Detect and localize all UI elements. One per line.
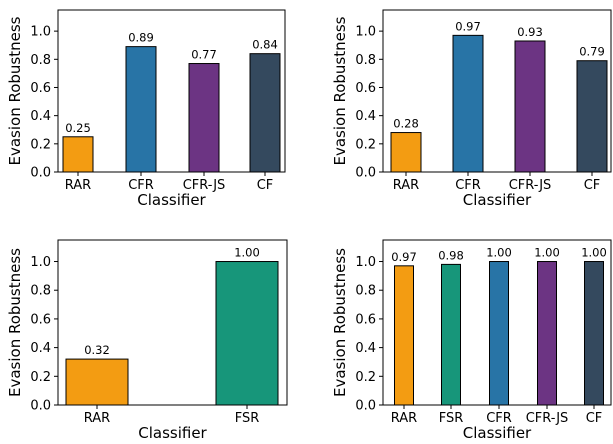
subplot-4: 0.97 0.98 1.00 1.00 1.00 0.0 0.2 0.4 0.6 0.8 1.0 RA… bbox=[331, 239, 612, 442]
x-tick-label: CF bbox=[584, 178, 601, 193]
y-tick-label: 0.6 bbox=[355, 81, 376, 96]
x-tick-label: CFR-JS bbox=[526, 411, 569, 426]
x-tick-label: RAR bbox=[65, 178, 91, 193]
x-tick-label: CFR-JS bbox=[183, 178, 226, 193]
y-tick-label: 0.0 bbox=[355, 399, 376, 414]
bar-cfr-js bbox=[537, 261, 557, 406]
x-axis-label: Classifier bbox=[138, 424, 207, 442]
y-tick-label: 0.2 bbox=[355, 370, 376, 385]
x-tick-label: RAR bbox=[84, 411, 110, 426]
bar-cfr-js bbox=[514, 40, 546, 173]
bar-rar bbox=[62, 136, 94, 173]
x-axis-label: Classifier bbox=[463, 191, 532, 209]
data-label: 0.77 bbox=[191, 48, 217, 62]
y-tick-label: 0.8 bbox=[30, 53, 51, 68]
y-tick-label: 1.0 bbox=[355, 25, 376, 40]
data-label: 1.00 bbox=[581, 246, 607, 260]
bar-fsr bbox=[441, 263, 461, 406]
data-label: 0.25 bbox=[65, 121, 91, 135]
x-tick-label: FSR bbox=[235, 411, 260, 426]
y-tick-label: 0.0 bbox=[30, 399, 51, 414]
data-label: 0.98 bbox=[438, 248, 464, 262]
x-tick-label: RAR bbox=[393, 178, 419, 193]
y-axis-label: Evasion Robustness bbox=[6, 248, 24, 397]
x-tick-label: CF bbox=[257, 178, 274, 193]
x-axis-label: Classifier bbox=[463, 424, 532, 442]
data-label: 0.97 bbox=[455, 19, 481, 33]
y-tick-label: 0.6 bbox=[355, 312, 376, 327]
subplot-3: 0.32 1.00 0.0 0.2 0.4 0.6 0.8 1.0 RAR FSR Classifi… bbox=[6, 239, 288, 442]
data-label: 0.28 bbox=[393, 117, 419, 131]
plot-frame bbox=[57, 9, 286, 173]
y-tick-label: 0.2 bbox=[30, 370, 51, 385]
plot-frame bbox=[57, 239, 288, 406]
x-tick-label: FSR bbox=[439, 411, 464, 426]
data-label: 0.32 bbox=[84, 343, 110, 357]
y-tick-label: 0.8 bbox=[355, 284, 376, 299]
y-tick-label: 0.2 bbox=[30, 137, 51, 152]
y-axis-label: Evasion Robustness bbox=[6, 16, 24, 165]
y-tick-label: 0.0 bbox=[30, 166, 51, 181]
y-tick-label: 0.0 bbox=[355, 166, 376, 181]
data-label: 0.84 bbox=[252, 38, 278, 52]
bar-cfr bbox=[452, 34, 484, 173]
data-label: 0.79 bbox=[579, 45, 605, 59]
y-tick-label: 1.0 bbox=[30, 25, 51, 40]
x-tick-label: CFR bbox=[455, 178, 481, 193]
x-tick-label: CFR-JS bbox=[509, 178, 552, 193]
x-tick-label: CFR bbox=[128, 178, 154, 193]
y-tick-label: 1.0 bbox=[30, 255, 51, 270]
y-tick-label: 0.6 bbox=[30, 81, 51, 96]
bar-rar bbox=[394, 265, 414, 406]
bar-rar bbox=[65, 358, 129, 406]
y-tick-label: 0.2 bbox=[355, 137, 376, 152]
plot-frame bbox=[382, 239, 612, 406]
y-tick-label: 0.4 bbox=[355, 341, 376, 356]
bar-cfr bbox=[125, 46, 157, 173]
subplot-1: 0.25 0.89 0.77 0.84 0.0 0.2 0.4 0.6 0.8 1.0 RAR CFR… bbox=[6, 9, 286, 209]
y-axis-label: Evasion Robustness bbox=[331, 248, 349, 397]
y-tick-label: 1.0 bbox=[355, 255, 376, 270]
bar-cf bbox=[576, 60, 608, 173]
y-tick-label: 0.8 bbox=[355, 53, 376, 68]
y-tick-label: 0.6 bbox=[30, 312, 51, 327]
bar-rar bbox=[390, 132, 422, 173]
y-tick-label: 0.4 bbox=[30, 109, 51, 124]
plot-frame bbox=[382, 9, 612, 173]
x-axis-label: Classifier bbox=[137, 191, 206, 209]
data-label: 0.89 bbox=[128, 31, 154, 45]
data-label: 1.00 bbox=[534, 246, 560, 260]
bar-cf bbox=[584, 261, 604, 406]
y-axis-label: Evasion Robustness bbox=[331, 16, 349, 165]
data-label: 0.93 bbox=[517, 25, 543, 39]
subplot-2: 0.28 0.97 0.93 0.79 0.0 0.2 0.4 0.6 0.8 1.0 RAR CFR… bbox=[331, 9, 612, 209]
data-label: 0.97 bbox=[391, 250, 417, 264]
data-label: 1.00 bbox=[234, 246, 260, 260]
x-tick-label: CFR bbox=[486, 411, 512, 426]
bar-cfr bbox=[489, 261, 509, 406]
bar-fsr bbox=[215, 261, 279, 406]
y-tick-label: 0.4 bbox=[355, 109, 376, 124]
x-tick-label: CF bbox=[586, 411, 603, 426]
y-tick-label: 0.4 bbox=[30, 341, 51, 356]
bar-cfr-js bbox=[188, 63, 220, 173]
x-tick-label: RAR bbox=[391, 411, 417, 426]
y-tick-label: 0.8 bbox=[30, 284, 51, 299]
bar-cf bbox=[249, 53, 281, 173]
data-label: 1.00 bbox=[486, 246, 512, 260]
